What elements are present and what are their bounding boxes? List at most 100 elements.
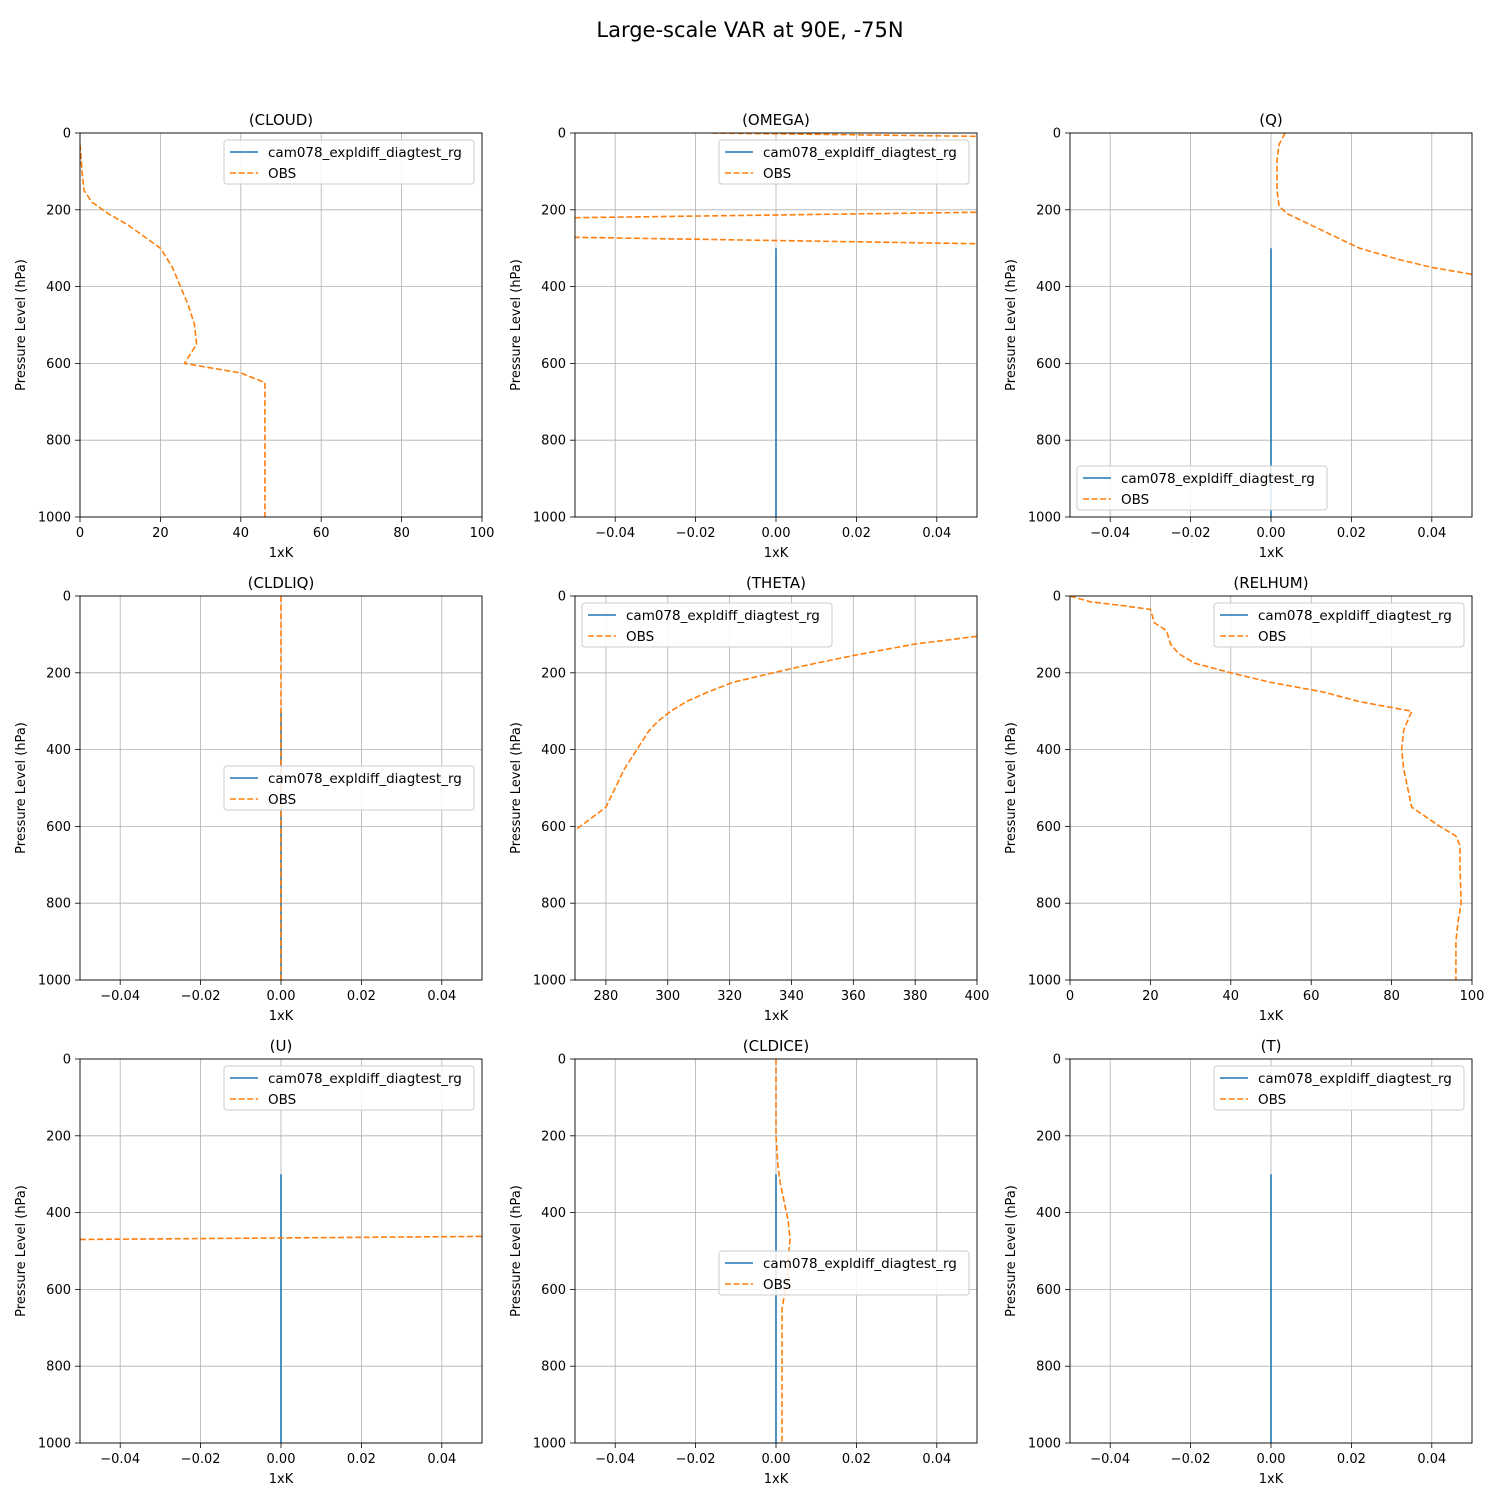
- legend: cam078_expldiff_diagtest_rg OBS: [718, 139, 970, 185]
- y-tick-label: 200: [541, 203, 566, 218]
- y-tick-label: 200: [541, 666, 566, 681]
- x-tick-label: 0.04: [922, 526, 951, 541]
- x-axis-label: 1xK: [1259, 546, 1284, 561]
- x-axis-label: 1xK: [1259, 1472, 1284, 1487]
- x-tick-label: 0.02: [1337, 526, 1366, 541]
- obs-series-line: [80, 1235, 482, 1241]
- legend-obs-label: OBS: [268, 792, 296, 808]
- x-tick-label: −0.04: [595, 1452, 635, 1467]
- obs-series-line: [1070, 596, 1462, 980]
- panel-title: (U): [270, 1037, 293, 1055]
- y-tick-label: 800: [46, 897, 71, 912]
- y-tick-label: 600: [1036, 357, 1061, 372]
- x-tick-label: 0.02: [347, 1452, 376, 1467]
- y-axis-label: Pressure Level (hPa): [14, 722, 29, 854]
- y-tick-label: 600: [1036, 820, 1061, 835]
- y-tick-label: 0: [558, 590, 566, 605]
- x-tick-label: 0.00: [267, 1452, 296, 1467]
- y-tick-label: 0: [558, 1053, 566, 1068]
- panel-4: 280 300 320 340 360 380 400 0 200 400 600 800 1000 (T…: [509, 574, 989, 1024]
- obs-series-line: [1276, 133, 1472, 276]
- obs-series-line: [80, 144, 266, 517]
- y-axis-label: Pressure Level (hPa): [509, 1185, 524, 1317]
- legend-obs-label: OBS: [1258, 629, 1286, 645]
- legend: cam078_expldiff_diagtest_rg OBS: [581, 602, 833, 648]
- y-tick-label: 600: [541, 1283, 566, 1298]
- panel-title: (CLDLIQ): [248, 574, 315, 592]
- legend-model-label: cam078_expldiff_diagtest_rg: [268, 145, 462, 161]
- x-tick-label: 20: [152, 526, 169, 541]
- panel-title: (CLDICE): [743, 1037, 809, 1055]
- x-tick-label: 0: [1066, 989, 1074, 1004]
- x-tick-label: 100: [470, 526, 495, 541]
- y-tick-label: 400: [1036, 743, 1061, 758]
- legend-model-label: cam078_expldiff_diagtest_rg: [763, 145, 957, 161]
- y-tick-label: 600: [1036, 1283, 1061, 1298]
- y-tick-label: 400: [1036, 280, 1061, 295]
- x-tick-label: −0.04: [100, 989, 140, 1004]
- axes-frame: [79, 595, 483, 981]
- x-axis-label: 1xK: [1259, 1009, 1284, 1024]
- x-axis-label: 1xK: [269, 1472, 294, 1487]
- legend-box: [1213, 602, 1465, 648]
- y-tick-label: 400: [46, 1206, 71, 1221]
- x-tick-label: 280: [594, 989, 619, 1004]
- y-tick-label: 400: [46, 743, 71, 758]
- x-tick-label: −0.02: [676, 1452, 716, 1467]
- y-tick-label: 1000: [533, 1437, 566, 1452]
- x-tick-label: 20: [1142, 989, 1159, 1004]
- x-tick-label: 40: [1223, 989, 1240, 1004]
- x-tick-label: −0.04: [595, 526, 635, 541]
- y-tick-label: 1000: [1028, 511, 1061, 526]
- x-tick-label: 80: [393, 526, 410, 541]
- x-tick-label: 60: [313, 526, 330, 541]
- y-tick-label: 0: [63, 1053, 71, 1068]
- plot-area: [1070, 596, 1472, 980]
- legend-obs-label: OBS: [1121, 492, 1149, 508]
- legend-obs-label: OBS: [268, 166, 296, 182]
- y-tick-label: 1000: [38, 511, 71, 526]
- y-tick-label: 200: [1036, 666, 1061, 681]
- obs-series-line: [575, 635, 977, 831]
- legend-obs-label: OBS: [268, 1092, 296, 1108]
- x-tick-label: 0.00: [762, 1452, 791, 1467]
- panel-1: −0.04 −0.02 0.00 0.02 0.04 0 200 400 600 800 1000 (…: [509, 111, 978, 561]
- legend-model-label: cam078_expldiff_diagtest_rg: [763, 1256, 957, 1272]
- y-tick-label: 400: [541, 1206, 566, 1221]
- legend: cam078_expldiff_diagtest_rg OBS: [1076, 465, 1328, 511]
- axes-frame: [79, 132, 483, 518]
- legend-model-label: cam078_expldiff_diagtest_rg: [268, 771, 462, 787]
- y-tick-label: 800: [46, 1360, 71, 1375]
- series-group: [80, 144, 266, 517]
- panel-3: −0.04 −0.02 0.00 0.02 0.04 0 200 400 600 800 1000 (…: [14, 574, 483, 1024]
- axes-frame: [574, 132, 978, 518]
- x-tick-label: 0.02: [347, 989, 376, 1004]
- panel-6: −0.04 −0.02 0.00 0.02 0.04 0 200 400 600 800 1000 (…: [14, 1037, 483, 1487]
- y-tick-label: 600: [541, 357, 566, 372]
- panel-title: (RELHUM): [1233, 574, 1308, 592]
- series-group: [575, 635, 977, 831]
- legend: cam078_expldiff_diagtest_rg OBS: [1213, 602, 1465, 648]
- x-tick-label: 0.04: [427, 989, 456, 1004]
- y-tick-label: 1000: [533, 974, 566, 989]
- y-tick-label: 800: [1036, 1360, 1061, 1375]
- x-axis-label: 1xK: [764, 546, 789, 561]
- x-tick-label: 0.00: [1257, 526, 1286, 541]
- legend-model-label: cam078_expldiff_diagtest_rg: [1258, 1071, 1452, 1087]
- x-tick-label: 380: [903, 989, 928, 1004]
- y-tick-label: 0: [1053, 1053, 1061, 1068]
- y-axis-label: Pressure Level (hPa): [1004, 1185, 1019, 1317]
- legend-box: [718, 139, 970, 185]
- x-tick-label: 340: [779, 989, 804, 1004]
- series-group: [80, 1174, 482, 1443]
- panel-7: −0.04 −0.02 0.00 0.02 0.04 0 200 400 600 800 1000 (…: [509, 1037, 978, 1487]
- y-tick-label: 0: [1053, 127, 1061, 142]
- y-tick-label: 1000: [1028, 974, 1061, 989]
- obs-series-line: [575, 133, 977, 245]
- y-axis-label: Pressure Level (hPa): [509, 259, 524, 391]
- x-tick-label: 40: [233, 526, 250, 541]
- panel-title: (Q): [1259, 111, 1283, 129]
- x-axis-label: 1xK: [764, 1472, 789, 1487]
- y-tick-label: 600: [46, 357, 71, 372]
- y-tick-label: 0: [558, 127, 566, 142]
